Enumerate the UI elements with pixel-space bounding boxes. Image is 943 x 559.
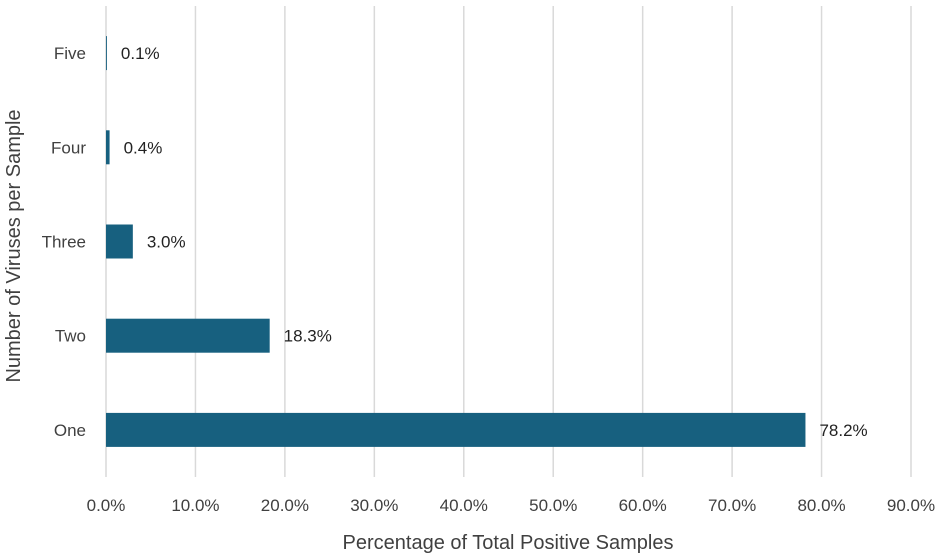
y-category-label: Four [51, 138, 86, 157]
data-label: 78.2% [819, 421, 867, 440]
data-label: 0.1% [121, 44, 160, 63]
x-tick-label: 30.0% [350, 496, 398, 515]
data-label: 18.3% [284, 327, 332, 346]
bar [106, 318, 270, 353]
y-axis-title: Number of Viruses per Sample [3, 109, 25, 382]
x-tick-label: 10.0% [171, 496, 219, 515]
x-tick-label: 40.0% [440, 496, 488, 515]
x-tick-label: 60.0% [619, 496, 667, 515]
y-category-label: Three [42, 233, 86, 252]
bar [106, 412, 806, 447]
bar [106, 36, 107, 71]
gridlines [105, 6, 912, 477]
x-tick-label: 90.0% [887, 496, 935, 515]
x-axis-title: Percentage of Total Positive Samples [343, 532, 674, 554]
x-tick-label: 70.0% [708, 496, 756, 515]
x-tick-label: 50.0% [529, 496, 577, 515]
x-tick-label: 20.0% [261, 496, 309, 515]
category-labels: One Two Three Four Five [42, 44, 87, 440]
data-labels: 78.2% 18.3% 3.0% 0.4% 0.1% [121, 44, 868, 440]
data-label: 0.4% [124, 138, 163, 157]
x-tick-label: 0.0% [87, 496, 126, 515]
x-tick-label: 80.0% [797, 496, 845, 515]
y-category-label: Two [55, 327, 86, 346]
bars [106, 36, 806, 447]
y-category-label: Five [54, 44, 86, 63]
x-tick-labels: 0.0% 10.0% 20.0% 30.0% 40.0% 50.0% 60.0% 70.0% 8… [87, 496, 935, 515]
bar [106, 224, 133, 259]
y-category-label: One [54, 421, 86, 440]
bar [106, 130, 110, 165]
data-label: 3.0% [147, 233, 186, 252]
